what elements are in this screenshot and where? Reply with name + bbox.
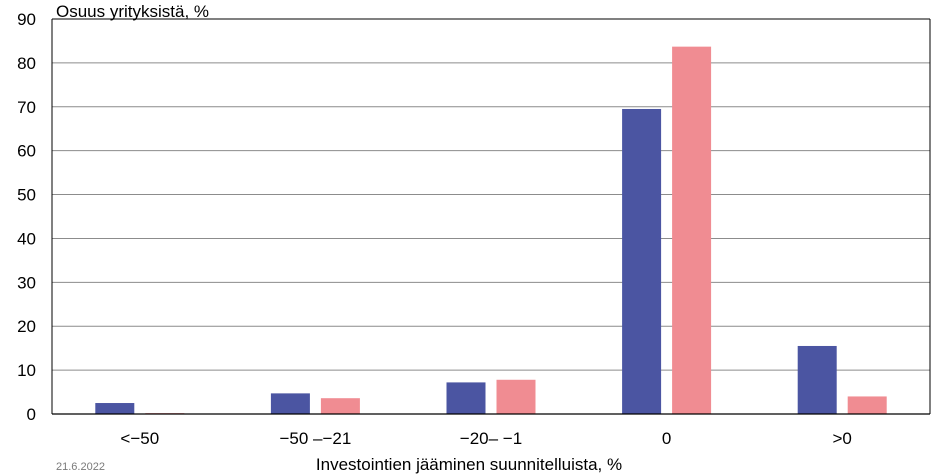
bar: [446, 382, 486, 414]
gridlines: [52, 18, 930, 371]
x-tick-label: −50 –−21: [279, 429, 351, 448]
bar: [622, 108, 662, 414]
bar: [672, 46, 712, 415]
y-tick-label: 10: [17, 361, 36, 380]
x-tick-label: <−50: [120, 429, 159, 448]
y-tick-label: 60: [17, 142, 36, 161]
y-tick-label: 0: [27, 405, 36, 424]
x-tick-labels: <−50 −50 –−21 −20– −1 0 >0: [120, 429, 851, 448]
y-tick-label: 80: [17, 54, 36, 73]
y-tick-label: 30: [17, 273, 36, 292]
x-axis-title: Investointien jääminen suunnitelluista, …: [316, 455, 622, 474]
x-tick-label: −20– −1: [460, 429, 522, 448]
y-tick-labels: 0 10 20 30 40 50 60 70 80 90: [17, 10, 36, 424]
y-tick-label: 40: [17, 229, 36, 248]
bar: [95, 403, 135, 414]
y-tick-label: 90: [17, 10, 36, 29]
x-tick-label: 0: [662, 429, 671, 448]
x-tick-label: >0: [833, 429, 852, 448]
y-axis-title: Osuus yrityksistä, %: [56, 2, 209, 21]
y-tick-label: 20: [17, 317, 36, 336]
date-label: 21.6.2022: [56, 461, 105, 473]
bar: [320, 398, 360, 414]
bar: [496, 379, 536, 414]
y-tick-label: 50: [17, 186, 36, 205]
bars: [95, 46, 887, 415]
bar: [270, 393, 310, 414]
bar: [847, 396, 887, 414]
bar: [797, 345, 837, 414]
y-tick-label: 70: [17, 98, 36, 117]
